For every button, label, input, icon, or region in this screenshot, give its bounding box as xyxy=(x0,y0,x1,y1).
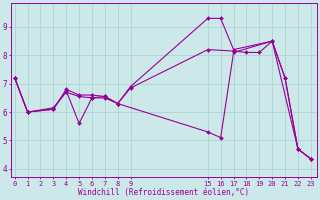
X-axis label: Windchill (Refroidissement éolien,°C): Windchill (Refroidissement éolien,°C) xyxy=(78,188,250,197)
